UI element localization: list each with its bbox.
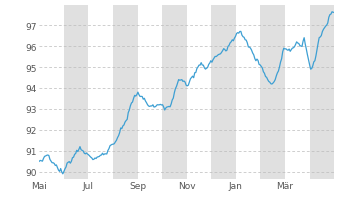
Bar	[113, 6, 137, 179]
Bar	[64, 6, 88, 179]
Bar	[211, 6, 236, 179]
Bar	[310, 6, 334, 179]
Bar	[162, 6, 187, 179]
Bar	[261, 6, 285, 179]
